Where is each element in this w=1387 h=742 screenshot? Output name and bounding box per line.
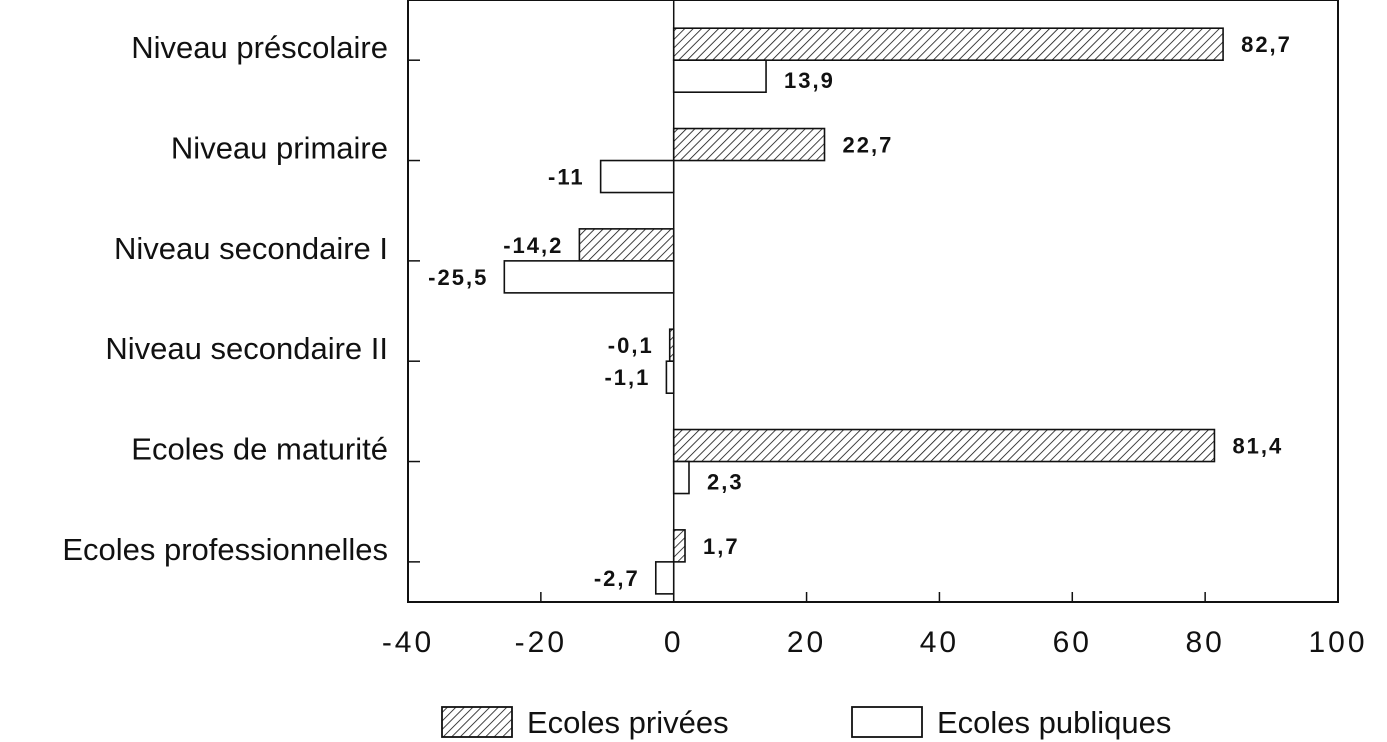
data-label-private: 22,7 [843, 133, 894, 158]
data-label-public: -1,1 [604, 365, 650, 390]
bar-private [672, 428, 1216, 463]
legend-swatch-private [441, 706, 513, 738]
category-label: Niveau secondaire II [105, 331, 388, 366]
plot-frame [407, 0, 1339, 603]
bar-private [672, 127, 826, 162]
category-label: Ecoles professionnelles [62, 532, 388, 567]
bar-private [668, 328, 675, 363]
bar-private [578, 228, 675, 262]
x-tick-label: 80 [1185, 626, 1224, 659]
data-label-private: -0,1 [608, 333, 654, 358]
legend-swatch-public [851, 706, 923, 738]
data-label-public: 2,3 [707, 470, 744, 495]
legend-label-public: Ecoles publiques [937, 705, 1171, 740]
data-label-private: 1,7 [703, 534, 740, 559]
x-tick-label: 20 [787, 626, 826, 659]
bars: 82,7 13,9 22,7 -11 -14,2 -25,5 -0,1 -1,1 81,4 2,3… [428, 27, 1292, 595]
x-tick-label: -20 [515, 626, 567, 659]
bar-public [672, 59, 767, 94]
legend-label-private: Ecoles privées [527, 705, 729, 740]
bar-public [654, 561, 675, 595]
data-label-public: -11 [548, 165, 585, 190]
data-label-private: 81,4 [1232, 434, 1283, 459]
category-labels: Niveau préscolaire Niveau primaire Niveau … [62, 30, 420, 567]
bar-public [599, 159, 675, 194]
data-label-private: 82,7 [1241, 32, 1292, 57]
data-label-public: -25,5 [428, 265, 488, 290]
x-tick-label: -40 [382, 626, 434, 659]
data-label-private: -14,2 [503, 233, 563, 258]
data-label-public: 13,9 [784, 68, 835, 93]
bar-public [665, 360, 675, 395]
bar-public [503, 260, 675, 294]
x-tick-label: 0 [664, 626, 684, 659]
bar-public [672, 460, 690, 495]
bar-private [672, 27, 1224, 62]
category-label: Niveau primaire [171, 131, 388, 166]
category-label: Niveau préscolaire [131, 30, 388, 65]
legend: Ecoles privées Ecoles publiques [441, 705, 1171, 740]
x-tick-label: 40 [920, 626, 959, 659]
data-label-public: -2,7 [594, 566, 640, 591]
x-tick-label: 100 [1308, 626, 1367, 659]
x-tick-label: 60 [1053, 626, 1092, 659]
category-label: Ecoles de maturité [131, 432, 388, 467]
category-label: Niveau secondaire I [114, 231, 388, 266]
bar-private [672, 529, 686, 563]
x-axis-ticks: -40 -20 0 20 40 60 80 100 [382, 592, 1367, 659]
